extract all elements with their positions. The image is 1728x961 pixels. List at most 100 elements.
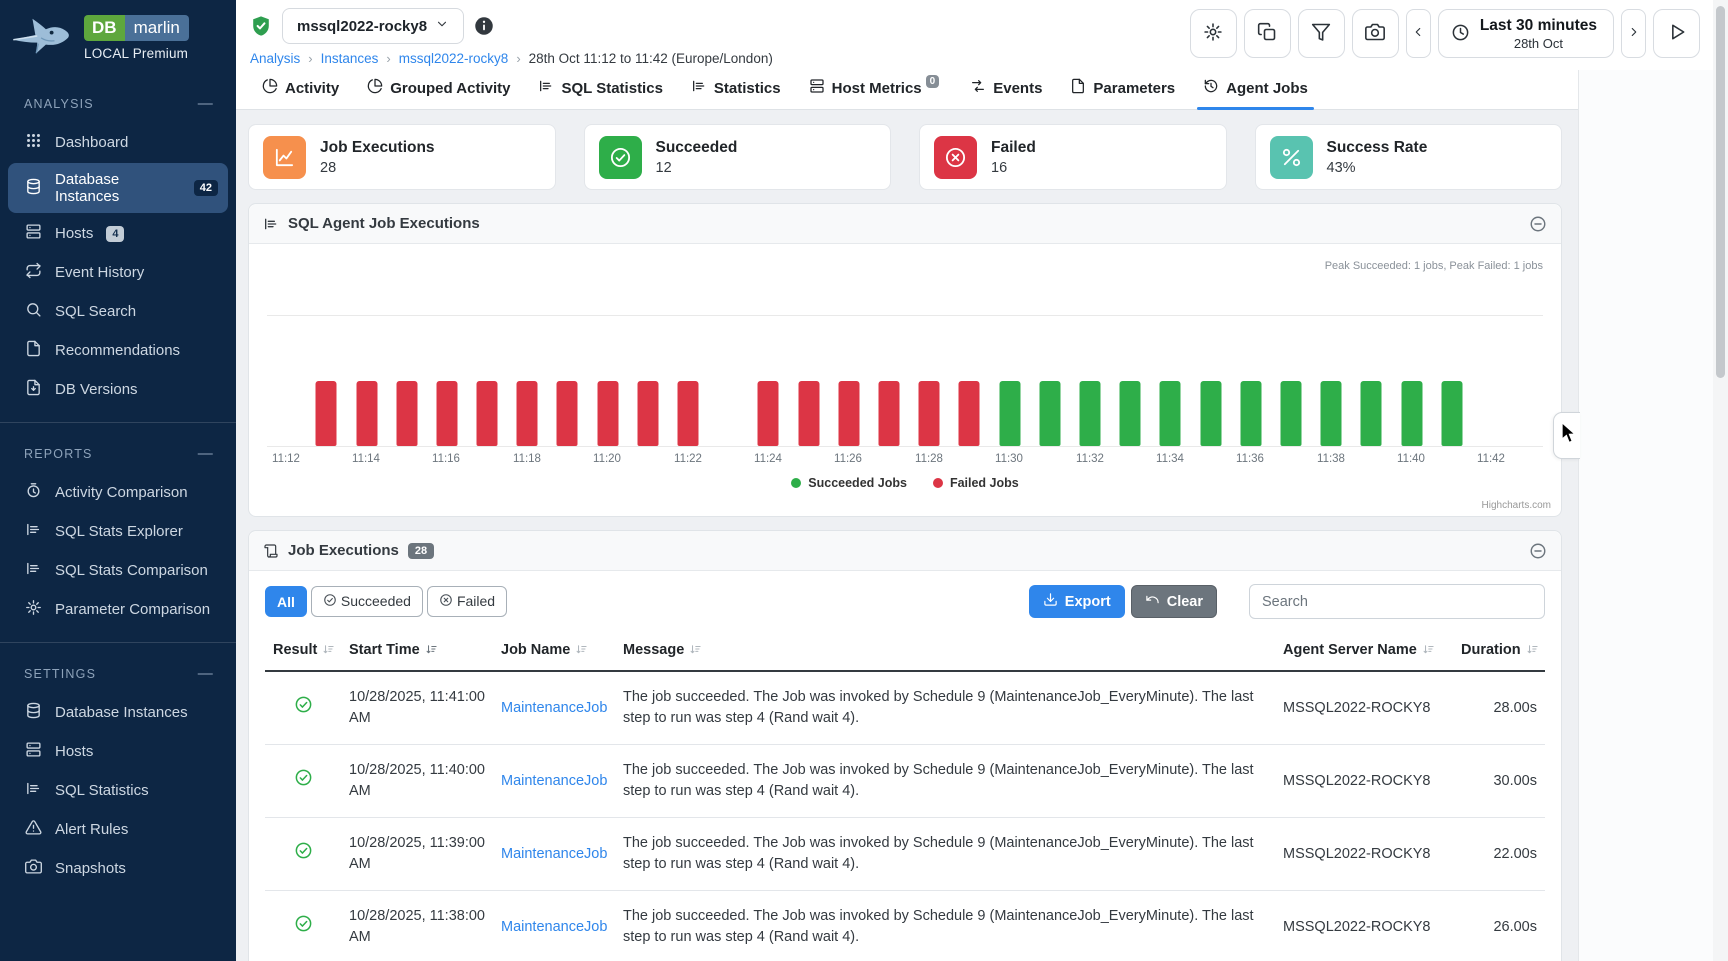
sort-icon[interactable]: [1526, 643, 1539, 660]
tab-host-metrics[interactable]: Host Metrics 0: [795, 74, 957, 109]
breadcrumb-item[interactable]: mssql2022-rocky8: [398, 51, 509, 66]
sidebar-item-db-versions[interactable]: DB Versions: [8, 371, 228, 408]
sidebar-item-event-history[interactable]: Event History: [8, 254, 228, 291]
scrollbar[interactable]: [1713, 0, 1728, 961]
table-row[interactable]: 10/28/2025, 11:41:00 AM MaintenanceJob The…: [265, 671, 1545, 746]
chart-bar-11:41[interactable]: [1441, 381, 1463, 446]
tab-activity[interactable]: Activity: [248, 78, 353, 109]
chart-bar-11:39[interactable]: [1360, 381, 1382, 446]
sort-icon[interactable]: [689, 643, 702, 660]
sidebar-item-sql-search[interactable]: SQL Search: [8, 293, 228, 330]
collapse-chart-icon[interactable]: [1529, 215, 1547, 233]
chart-bar-11:25[interactable]: [798, 381, 820, 446]
copy-button[interactable]: [1243, 9, 1291, 58]
chart-bar-11:15[interactable]: [396, 381, 418, 446]
settings-button[interactable]: [1189, 9, 1237, 58]
time-forward-button[interactable]: [1621, 9, 1646, 58]
sort-icon[interactable]: [322, 643, 335, 660]
chart-bar-11:17[interactable]: [476, 381, 498, 446]
scrollbar-thumb[interactable]: [1716, 6, 1725, 378]
sort-icon[interactable]: [1422, 643, 1435, 660]
section-collapse-icon[interactable]: —: [197, 665, 214, 682]
section-collapse-icon[interactable]: —: [197, 95, 214, 112]
column-header-start-time[interactable]: Start Time: [341, 634, 493, 672]
sort-icon[interactable]: [425, 643, 438, 660]
sidebar-item-sql-statistics[interactable]: SQL Statistics: [8, 772, 228, 809]
clear-button[interactable]: Clear: [1130, 585, 1217, 618]
sidebar-item-sql-stats-comparison[interactable]: SQL Stats Comparison: [8, 552, 228, 589]
time-back-button[interactable]: [1405, 9, 1431, 58]
chart-bar-11:19[interactable]: [556, 381, 578, 446]
chart-bar-11:26[interactable]: [838, 381, 860, 446]
section-collapse-icon[interactable]: —: [197, 445, 214, 462]
collapse-jobs-icon[interactable]: [1529, 542, 1547, 560]
sidebar-item-activity-comparison[interactable]: Activity Comparison: [8, 474, 228, 511]
job-name-link[interactable]: MaintenanceJob: [501, 918, 608, 935]
info-icon[interactable]: [474, 16, 494, 36]
chart-bar-11:33[interactable]: [1119, 381, 1141, 446]
snapshot-button[interactable]: [1351, 9, 1399, 58]
chart-bar-11:20[interactable]: [597, 381, 619, 446]
chart-bar-11:30[interactable]: [999, 381, 1021, 446]
sidebar-item-dashboard[interactable]: Dashboard: [8, 124, 228, 161]
table-row[interactable]: 10/28/2025, 11:39:00 AM MaintenanceJob The…: [265, 817, 1545, 892]
tab-sql-statistics[interactable]: SQL Statistics: [524, 78, 676, 109]
table-row[interactable]: 10/28/2025, 11:38:00 AM MaintenanceJob The…: [265, 890, 1545, 961]
chart-bar-11:13[interactable]: [315, 381, 337, 446]
drawer-expand-handle[interactable]: [1553, 412, 1580, 459]
legend-item[interactable]: Succeeded Jobs: [791, 476, 907, 490]
filter-succeeded-button[interactable]: Succeeded: [310, 585, 423, 617]
time-range-button[interactable]: Last 30 minutes 28th Oct: [1437, 9, 1614, 58]
tab-grouped-activity[interactable]: Grouped Activity: [353, 78, 524, 109]
chart-bar-11:27[interactable]: [878, 381, 900, 446]
chart-bar-11:18[interactable]: [516, 381, 538, 446]
chart-bar-11:40[interactable]: [1401, 381, 1423, 446]
chart-bar-11:32[interactable]: [1079, 381, 1101, 446]
sidebar-item-recommendations[interactable]: Recommendations: [8, 332, 228, 369]
export-button[interactable]: Export: [1028, 585, 1125, 618]
sidebar-item-alert-rules[interactable]: Alert Rules: [8, 811, 228, 848]
tab-parameters[interactable]: Parameters: [1056, 78, 1189, 109]
filter-failed-button[interactable]: Failed: [426, 585, 508, 617]
sidebar-item-hosts[interactable]: Hosts: [8, 733, 228, 770]
chart-bar-11:24[interactable]: [757, 381, 779, 446]
chart-bar-11:34[interactable]: [1159, 381, 1181, 446]
sort-icon[interactable]: [575, 643, 588, 660]
chart-bar-11:21[interactable]: [637, 381, 659, 446]
chart-bar-11:37[interactable]: [1280, 381, 1302, 446]
job-name-link[interactable]: MaintenanceJob: [501, 845, 608, 862]
chart-bar-11:16[interactable]: [436, 381, 458, 446]
job-name-link[interactable]: MaintenanceJob: [501, 772, 608, 789]
job-name-link[interactable]: MaintenanceJob: [501, 699, 608, 716]
chart-bar-11:35[interactable]: [1200, 381, 1222, 446]
chart-bar-11:14[interactable]: [356, 381, 378, 446]
column-header-duration[interactable]: Duration: [1453, 634, 1545, 672]
tab-statistics[interactable]: Statistics: [677, 78, 795, 109]
column-header-agent-server-name[interactable]: Agent Server Name: [1275, 634, 1453, 672]
play-button[interactable]: [1653, 9, 1700, 58]
chart-bar-11:36[interactable]: [1240, 381, 1262, 446]
breadcrumb-item[interactable]: Instances: [320, 51, 379, 66]
column-header-message[interactable]: Message: [615, 634, 1275, 672]
column-header-job-name[interactable]: Job Name: [493, 634, 615, 672]
table-row[interactable]: 10/28/2025, 11:40:00 AM MaintenanceJob The…: [265, 744, 1545, 819]
filter-all-button[interactable]: All: [265, 586, 307, 618]
breadcrumb-item[interactable]: Analysis: [250, 51, 301, 66]
sidebar-item-parameter-comparison[interactable]: Parameter Comparison: [8, 591, 228, 628]
chart-bar-11:29[interactable]: [958, 381, 980, 446]
chart-bar-11:38[interactable]: [1320, 381, 1342, 446]
sidebar-item-database-instances[interactable]: Database Instances 42: [8, 163, 228, 213]
tab-agent-jobs[interactable]: Agent Jobs: [1189, 78, 1322, 110]
sidebar-item-sql-stats-explorer[interactable]: SQL Stats Explorer: [8, 513, 228, 550]
sidebar-item-database-instances[interactable]: Database Instances: [8, 694, 228, 731]
tab-events[interactable]: Events: [956, 78, 1056, 109]
sidebar-item-snapshots[interactable]: Snapshots: [8, 850, 228, 887]
search-input[interactable]: [1249, 584, 1545, 619]
chart-bar-11:22[interactable]: [677, 381, 699, 446]
legend-item[interactable]: Failed Jobs: [932, 476, 1019, 490]
sidebar-item-hosts[interactable]: Hosts 4: [8, 215, 228, 252]
filter-button[interactable]: [1297, 9, 1345, 58]
chart-bar-11:31[interactable]: [1039, 381, 1061, 446]
column-header-result[interactable]: Result: [265, 634, 341, 672]
chart-bar-11:28[interactable]: [918, 381, 940, 446]
